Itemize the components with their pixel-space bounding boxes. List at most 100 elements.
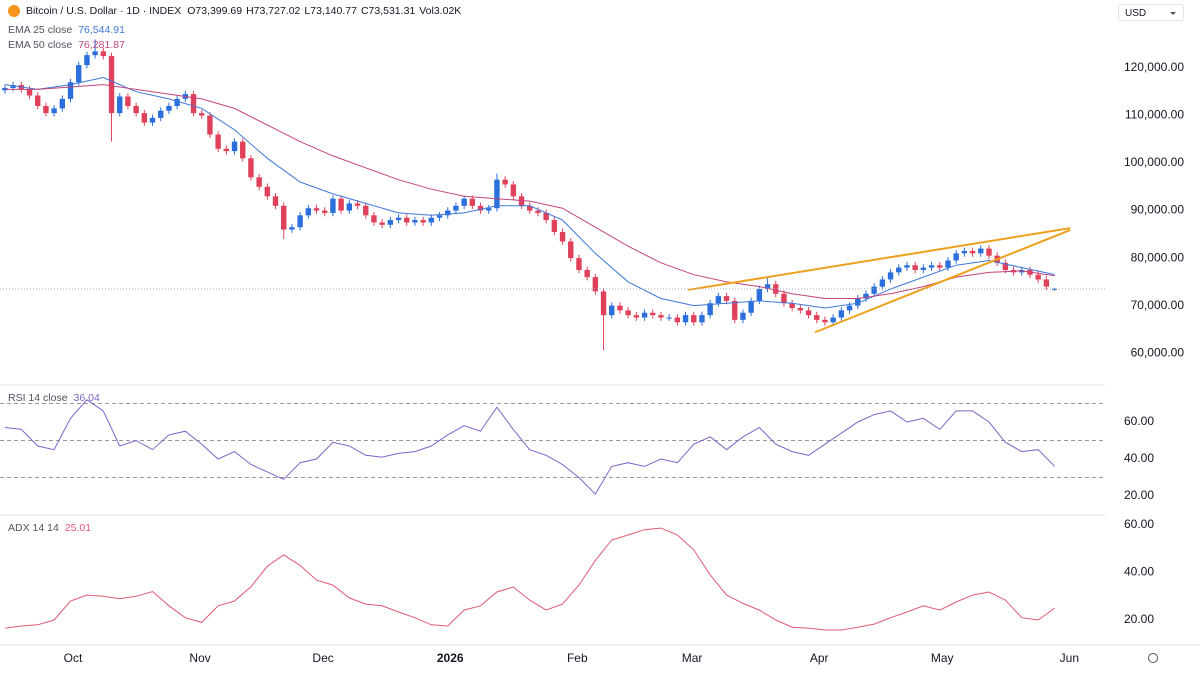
settings-icon[interactable]	[1148, 653, 1158, 663]
x-tick-label: May	[931, 651, 954, 665]
legend-name: EMA 25 close	[8, 24, 73, 36]
candle-body	[551, 220, 558, 232]
x-tick-label: Mar	[682, 651, 703, 665]
candle-body	[494, 179, 500, 209]
ohlc-value: Vol3.02K	[419, 5, 462, 17]
candle-body	[756, 288, 763, 301]
candle-body	[978, 248, 984, 254]
candle-body	[313, 208, 320, 211]
candle-body	[67, 82, 74, 99]
candle-body	[928, 265, 935, 268]
x-tick-label: Dec	[312, 651, 333, 665]
indicator-line	[4, 84, 1055, 299]
candle-body	[666, 317, 672, 319]
candle-body	[248, 158, 254, 178]
candle-body	[10, 85, 16, 88]
candle-body	[84, 55, 90, 66]
candle-body	[871, 286, 877, 294]
candle-body	[797, 308, 804, 311]
candle-body	[469, 198, 476, 206]
candle-body	[166, 105, 172, 111]
candle-body	[863, 293, 869, 299]
ohlc-value: L73,140.77	[304, 5, 357, 17]
candle-body	[600, 291, 607, 316]
indicator-legend: ADX 14 14 25.01	[8, 522, 91, 534]
y-tick-label: 40.00	[1124, 565, 1154, 579]
candle-body	[1002, 262, 1009, 270]
candle-body	[297, 215, 303, 228]
x-tick-label: Nov	[189, 651, 210, 665]
candle-body	[436, 215, 443, 218]
candle-body	[305, 208, 312, 216]
candle-body	[322, 210, 328, 213]
candle-body	[26, 89, 33, 96]
candle-body	[486, 208, 492, 211]
candle-body	[830, 317, 836, 323]
trendline	[687, 227, 1071, 291]
candle-body	[215, 134, 221, 149]
candle-body	[822, 319, 828, 323]
candle-body	[100, 51, 107, 57]
candle-body	[281, 205, 287, 230]
x-tick-label: 2026	[437, 651, 464, 665]
indicator-legend: EMA 25 close 76,544.91 EMA 50 close 76,281.…	[8, 24, 125, 51]
currency-select[interactable]: USD	[1118, 4, 1184, 21]
candle-body	[773, 284, 779, 294]
bitcoin-icon	[8, 5, 20, 17]
candle-body	[158, 110, 164, 118]
candle-body	[199, 113, 205, 116]
candle-body	[256, 177, 262, 187]
candle-body	[945, 260, 951, 268]
legend-value: 25.01	[64, 522, 92, 534]
legend-name: EMA 50 close	[8, 39, 73, 51]
candle-body	[658, 315, 664, 318]
y-tick-label: 60.00	[1124, 517, 1154, 531]
indicator-line	[4, 399, 1055, 495]
y-tick-label: 80,000.00	[1131, 250, 1185, 264]
candle-body	[625, 310, 631, 316]
candle-body	[149, 117, 156, 123]
candle-body	[764, 284, 771, 289]
candle-body	[650, 312, 656, 316]
candle-body	[51, 108, 57, 114]
candle-body	[707, 303, 713, 316]
candle-body	[568, 241, 574, 259]
candle-body	[338, 198, 344, 211]
candle-body	[231, 141, 238, 152]
candle-body	[117, 96, 123, 114]
candle-body	[592, 277, 599, 292]
candle-body	[920, 267, 927, 270]
candle-body	[240, 141, 246, 159]
candle-body	[76, 65, 82, 83]
candle-body	[420, 220, 426, 223]
legend-row: RSI 14 close 36.04	[8, 392, 100, 404]
indicator-legend: RSI 14 close 36.04	[8, 392, 100, 404]
legend-value: 36.04	[73, 392, 100, 404]
trendline	[814, 229, 1071, 334]
y-tick-label: 60.00	[1124, 414, 1154, 428]
candle-body	[35, 95, 41, 106]
candle-body	[535, 210, 541, 213]
candle-body	[896, 267, 902, 273]
candle-body	[289, 227, 295, 230]
indicator-line	[4, 76, 1055, 309]
candle-body	[477, 205, 484, 211]
candle-body	[1043, 279, 1050, 287]
legend-value: 76,544.91	[78, 24, 125, 36]
y-tick-label: 60,000.00	[1131, 345, 1185, 359]
candle-body	[543, 212, 549, 221]
indicator-line	[4, 527, 1055, 631]
candle-body	[887, 272, 894, 280]
candle-body	[559, 231, 566, 242]
y-tick-label: 20.00	[1124, 612, 1154, 626]
y-tick-label: 20.00	[1124, 488, 1154, 502]
ohlc-values: O73,399.69 H73,727.02 L73,140.77 C73,531.31…	[187, 5, 461, 17]
candle-body	[912, 265, 918, 270]
ohlc-value: O73,399.69	[187, 5, 243, 17]
candle-body	[125, 96, 131, 106]
candle-body	[453, 205, 459, 211]
legend-name: ADX 14 14	[8, 522, 59, 534]
y-tick-label: 90,000.00	[1131, 203, 1185, 217]
ohlc-value: C73,531.31	[360, 5, 416, 17]
